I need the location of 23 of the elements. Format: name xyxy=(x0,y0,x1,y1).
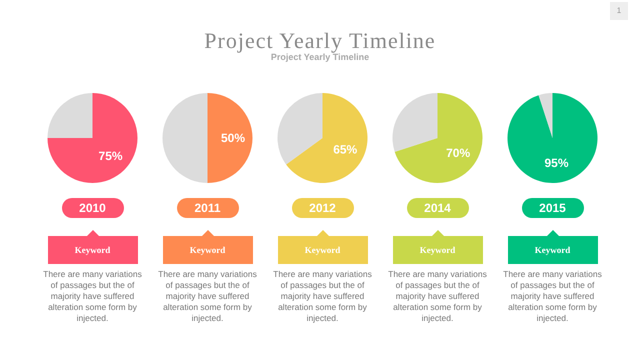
text: Keyword xyxy=(162,236,252,264)
data-label: 75% xyxy=(98,149,123,164)
text: There are many variations of passages but the of majority have suffered alteration some form by injected. xyxy=(502,269,602,324)
text: 2010 xyxy=(62,198,124,218)
text: Project Yearly Timeline xyxy=(270,52,370,62)
text: There are many variations of passages but the of majority have suffered alteration some form by injected. xyxy=(388,269,488,324)
data-label: 70% xyxy=(446,146,470,160)
text: There are many variations of passages but the of majority have suffered alteration some form by injected. xyxy=(158,269,258,324)
text: 2014 xyxy=(406,198,468,218)
text: Keyword xyxy=(278,236,368,264)
text: 2015 xyxy=(522,198,584,218)
text: Keyword xyxy=(392,236,482,264)
text: 2011 xyxy=(176,198,238,218)
text: 1 xyxy=(610,2,628,20)
data-label: 95% xyxy=(544,156,569,170)
text: Keyword xyxy=(48,236,138,264)
text: There are many variations of passages but the of majority have suffered alteration some form by injected. xyxy=(42,269,142,324)
text: 2012 xyxy=(292,198,354,218)
data-label: 50% xyxy=(220,131,246,145)
data-label: 65% xyxy=(333,142,358,157)
text: Keyword xyxy=(508,236,598,264)
text: There are many variations of passages but the of majority have suffered alteration some form by injected. xyxy=(272,269,372,324)
text: Project Yearly Timeline xyxy=(203,28,437,54)
